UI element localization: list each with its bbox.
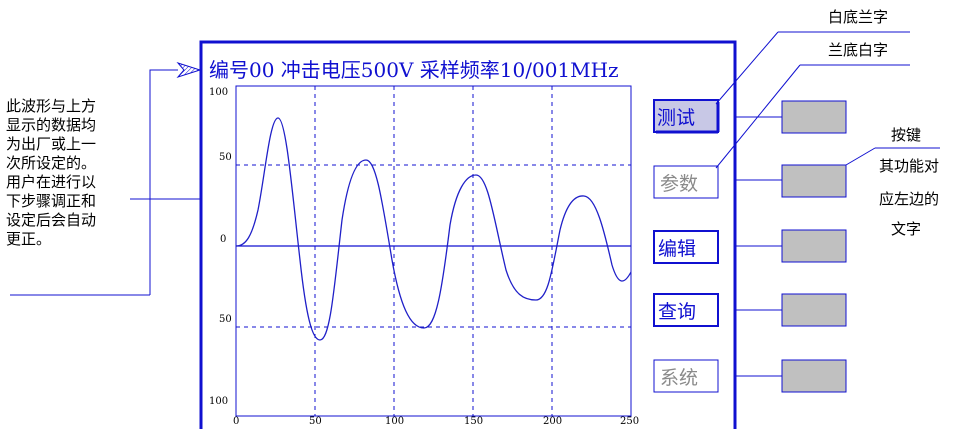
menu-button-params[interactable]: 参数 bbox=[653, 165, 719, 199]
normal-style-label: 兰底白字 bbox=[828, 41, 888, 59]
menu-button-label: 参数 bbox=[660, 173, 698, 195]
hatched-arrow-icon bbox=[176, 61, 202, 79]
left-note-line: 设定后会自动 bbox=[6, 211, 96, 229]
menu-button-label: 查询 bbox=[658, 301, 696, 323]
screen-frame bbox=[199, 40, 737, 429]
right-annotations: 白底兰字 兰底白字 按键 其功能对 应左边的 文字 bbox=[715, 8, 940, 238]
left-note-line: 更正。 bbox=[6, 230, 51, 248]
menu-button-edit[interactable]: 编辑 bbox=[653, 230, 719, 264]
screen-title: 编号00 冲击电压500V 采样频率10/001MHz bbox=[209, 58, 619, 82]
y-tick-label: 100 bbox=[209, 396, 228, 407]
left-note-line: 此波形与上方 bbox=[6, 97, 96, 115]
left-note-line: 下步骤调正和 bbox=[6, 192, 96, 210]
menu-button-query[interactable]: 查询 bbox=[653, 293, 719, 327]
x-tick-label: 100 bbox=[385, 416, 404, 427]
normal-style-pointer bbox=[715, 64, 801, 169]
hardware-key[interactable] bbox=[781, 229, 847, 263]
x-tick-label: 250 bbox=[620, 416, 639, 427]
left-note-line: 为出厂或上一 bbox=[6, 135, 96, 153]
menu-buttons: 测试 参数 编辑 查询 系统 bbox=[653, 99, 720, 393]
selected-style-pointer bbox=[715, 31, 779, 105]
x-tick-label: 0 bbox=[233, 416, 239, 427]
plot-area: 100 50 0 50 100 0 50 100 150 200 250 bbox=[209, 85, 639, 427]
x-tick-label: 50 bbox=[309, 416, 322, 427]
hardware-key[interactable] bbox=[781, 293, 847, 327]
hardware-key[interactable] bbox=[781, 100, 847, 134]
menu-button-system[interactable]: 系统 bbox=[653, 359, 719, 393]
left-note-line: 次所设定的。 bbox=[6, 154, 96, 172]
key-note-pointer bbox=[845, 147, 876, 166]
key-note-line: 其功能对 bbox=[879, 157, 939, 175]
menu-button-test[interactable]: 测试 bbox=[653, 99, 720, 134]
x-tick-label: 150 bbox=[464, 416, 483, 427]
selected-style-label: 白底兰字 bbox=[828, 8, 888, 26]
waveform-trace bbox=[235, 117, 632, 341]
y-tick-label: 50 bbox=[219, 314, 232, 325]
menu-button-label: 系统 bbox=[660, 367, 698, 389]
hardware-key[interactable] bbox=[781, 359, 847, 393]
key-note-line: 应左边的 bbox=[879, 190, 939, 208]
left-annotation: 此波形与上方 显示的数据均 为出厂或上一 次所设定的。 用户在进行以 下步骤调正… bbox=[6, 97, 96, 248]
y-tick-label: 100 bbox=[209, 87, 228, 98]
key-note-line: 文字 bbox=[891, 220, 921, 238]
x-tick-label: 200 bbox=[543, 416, 562, 427]
y-tick-label: 0 bbox=[220, 234, 226, 245]
title-connector-line bbox=[149, 69, 178, 295]
menu-button-label: 测试 bbox=[657, 107, 695, 129]
menu-button-label: 编辑 bbox=[658, 238, 696, 260]
hardware-key[interactable] bbox=[781, 164, 847, 198]
hardware-keys bbox=[735, 100, 847, 393]
y-tick-label: 50 bbox=[219, 152, 232, 163]
plot-border bbox=[235, 85, 632, 417]
key-note-line: 按键 bbox=[891, 126, 921, 144]
left-note-line: 用户在进行以 bbox=[6, 173, 96, 191]
left-note-line: 显示的数据均 bbox=[6, 116, 96, 134]
